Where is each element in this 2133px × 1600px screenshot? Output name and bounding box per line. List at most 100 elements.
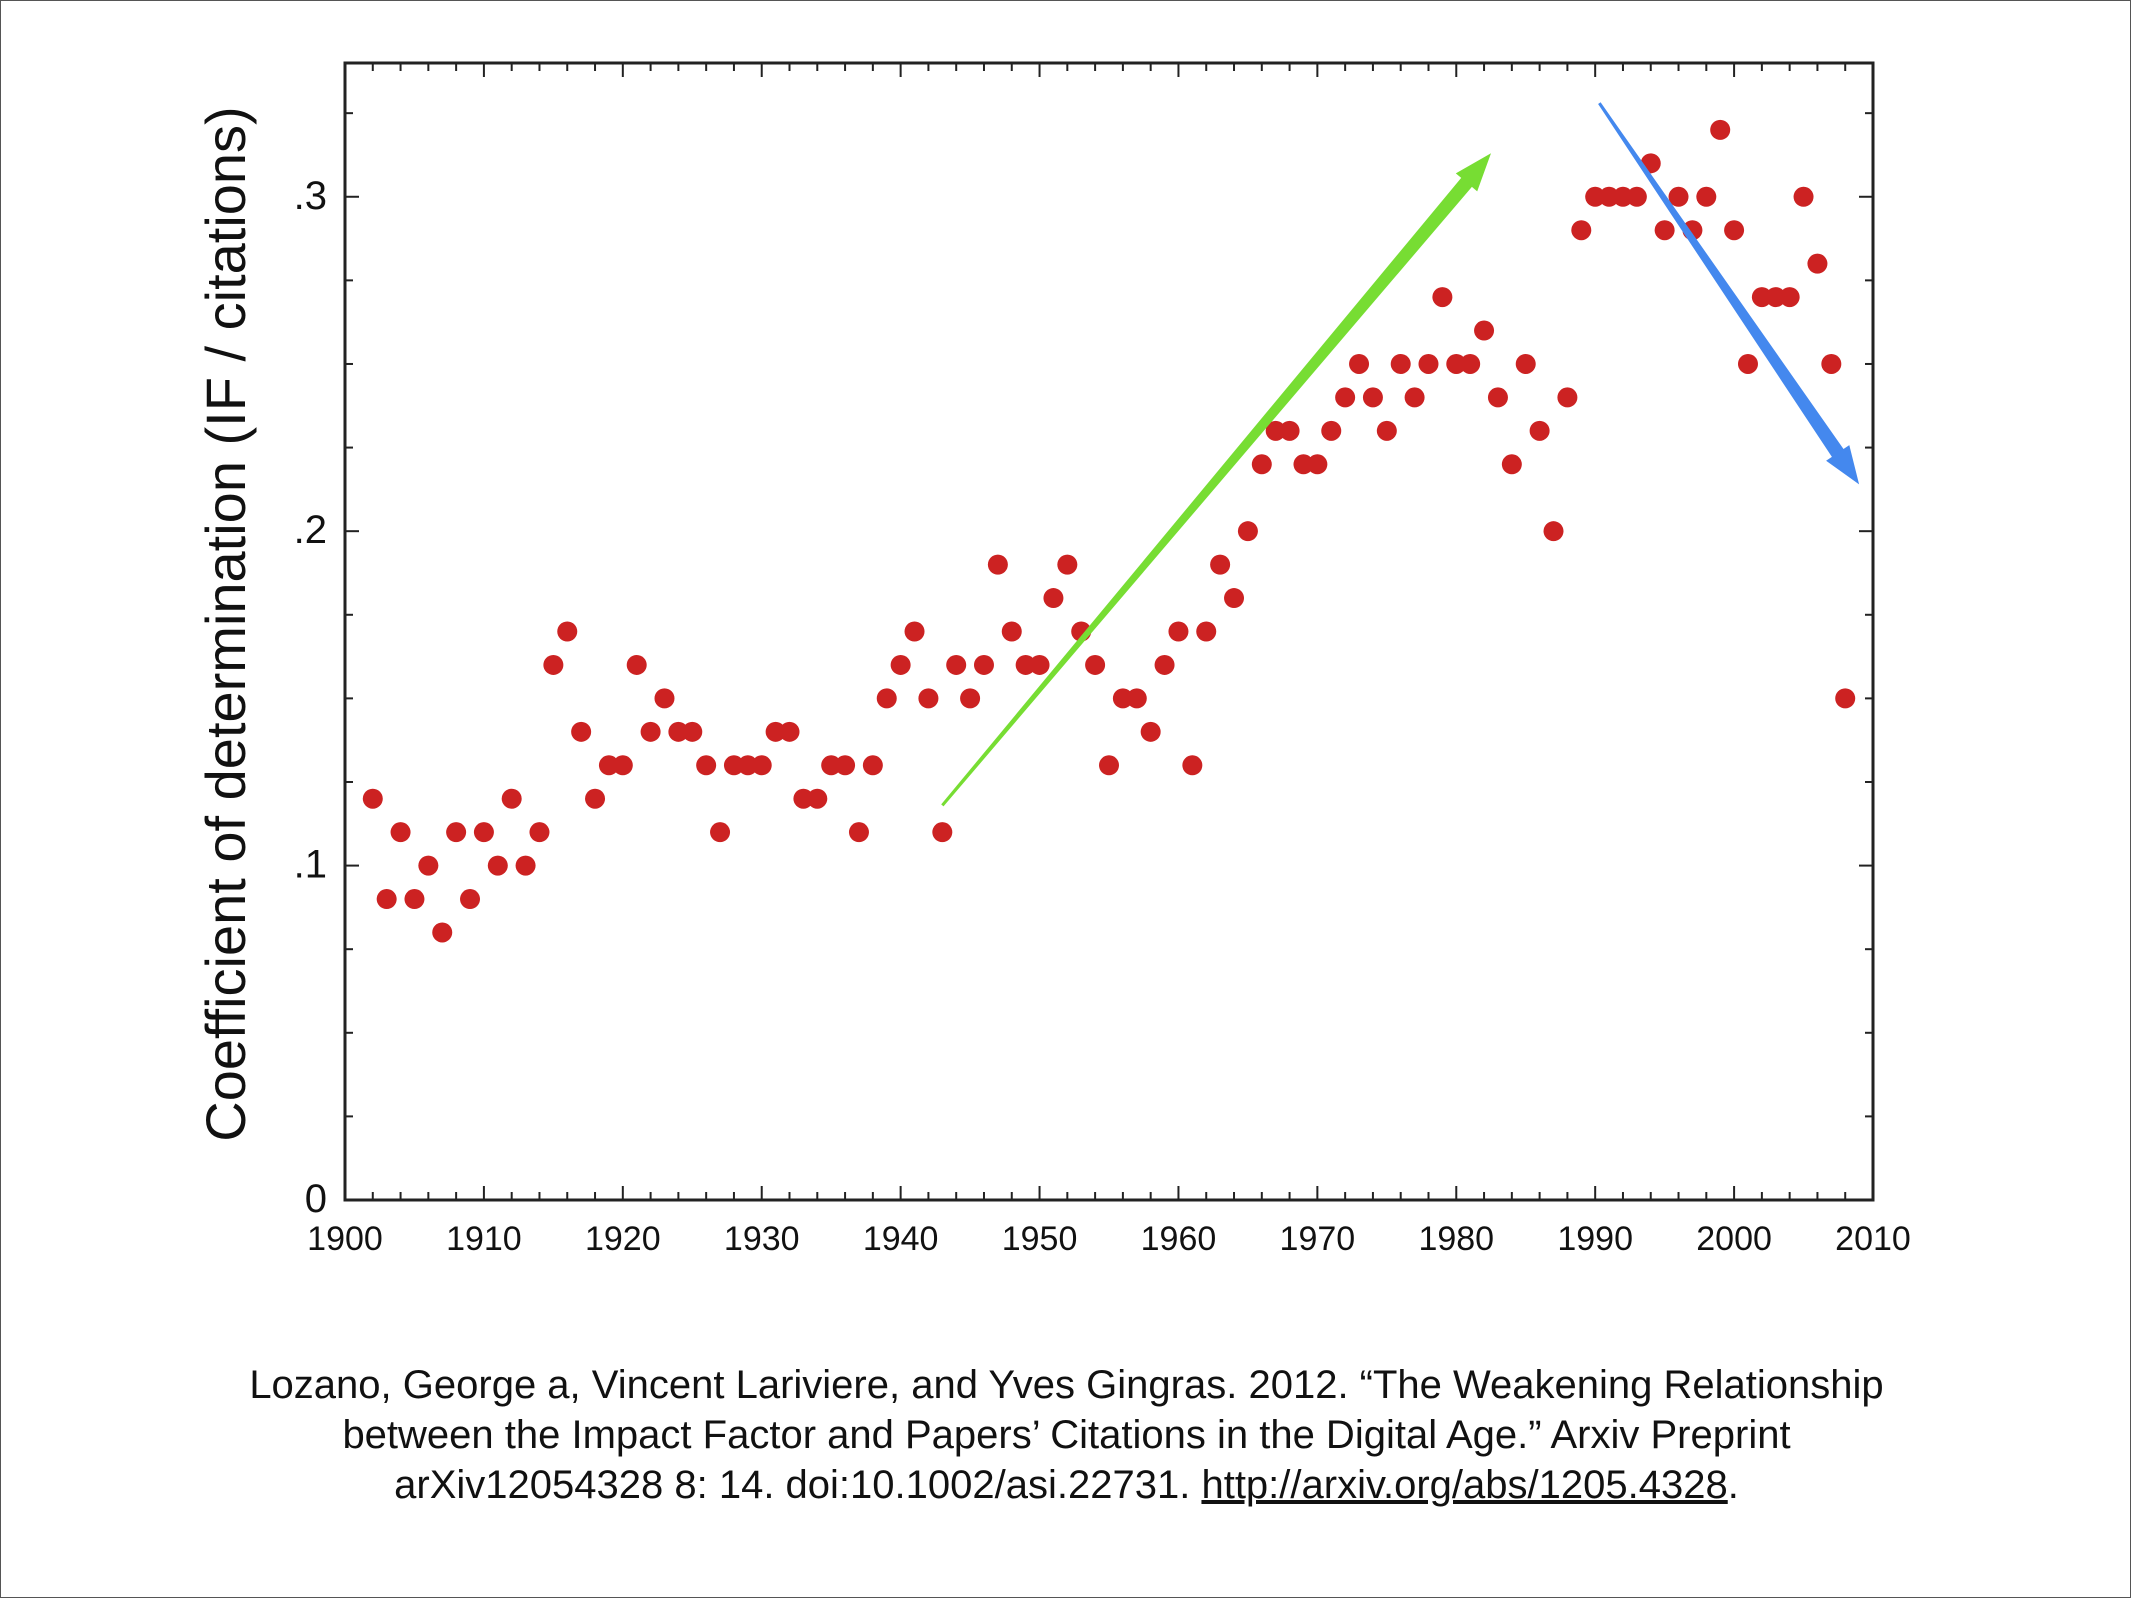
data-point [376, 889, 397, 910]
data-point [1571, 220, 1592, 241]
data-point [1043, 588, 1064, 609]
y-tick-label: .2 [294, 508, 327, 552]
data-point [835, 755, 856, 776]
data-point [848, 822, 869, 843]
data-point [1029, 654, 1050, 675]
data-point [1737, 353, 1758, 374]
data-point [862, 755, 883, 776]
y-tick-label: .1 [294, 843, 327, 887]
data-point [1460, 353, 1481, 374]
x-tick-label: 1930 [724, 1220, 800, 1258]
data-point [598, 755, 619, 776]
data-point [1793, 186, 1814, 207]
data-point [1265, 420, 1286, 441]
data-point [640, 721, 661, 742]
data-point [460, 889, 481, 910]
x-tick-label: 2010 [1835, 1220, 1911, 1258]
data-point [1321, 420, 1342, 441]
x-tick-label: 1910 [446, 1220, 522, 1258]
data-point [821, 755, 842, 776]
y-tick-label: .3 [294, 174, 327, 218]
data-point [904, 621, 925, 642]
data-point [1015, 654, 1036, 675]
data-point [1251, 454, 1272, 475]
data-point [487, 855, 508, 876]
data-point [1376, 420, 1397, 441]
x-tick-label: 1900 [307, 1220, 383, 1258]
y-tick-label: 0 [305, 1177, 327, 1221]
x-tick-label: 2000 [1696, 1220, 1772, 1258]
data-point [751, 755, 772, 776]
data-point [626, 654, 647, 675]
data-point [1237, 521, 1258, 542]
citation-line-3: arXiv12054328 8: 14. doi:10.1002/asi.227… [120, 1460, 2013, 1510]
data-point [432, 922, 453, 943]
data-point [446, 822, 467, 843]
x-tick-label: 1950 [1002, 1220, 1078, 1258]
data-point [710, 822, 731, 843]
data-point [1057, 554, 1078, 575]
data-point [1724, 220, 1745, 241]
data-point [1696, 186, 1717, 207]
data-point [1668, 186, 1689, 207]
data-point [1154, 654, 1175, 675]
data-point [1529, 420, 1550, 441]
data-point [723, 755, 744, 776]
data-point [918, 688, 939, 709]
plot-frame [343, 61, 1875, 1202]
data-point [1654, 220, 1675, 241]
x-tick-label: 1990 [1557, 1220, 1633, 1258]
data-point [765, 721, 786, 742]
data-point [946, 654, 967, 675]
data-point [1626, 186, 1647, 207]
data-point [1126, 688, 1147, 709]
citation-line-3-text: arXiv12054328 8: 14. doi:10.1002/asi.227… [394, 1463, 1202, 1507]
data-point [973, 654, 994, 675]
data-point [557, 621, 578, 642]
scatter-chart: 0 .1 .2 .3 1900 1910 1920 1930 1940 1950 1960 1970 1… [194, 61, 1911, 1258]
citation-line-2: between the Impact Factor and Papers’ Ci… [342, 1413, 1791, 1457]
data-point [793, 788, 814, 809]
x-tick-label: 1960 [1141, 1220, 1217, 1258]
data-point [1182, 755, 1203, 776]
data-point [1515, 353, 1536, 374]
data-point [1835, 688, 1856, 709]
falling-trend-arrow [1598, 102, 1860, 485]
citation-line-1: Lozano, George a, Vincent Lariviere, and… [249, 1363, 1884, 1407]
data-points [362, 119, 1856, 943]
data-point [515, 855, 536, 876]
data-point [1307, 454, 1328, 475]
data-point [1112, 688, 1133, 709]
data-point [1390, 353, 1411, 374]
data-point [682, 721, 703, 742]
data-point [1807, 253, 1828, 274]
data-point [362, 788, 383, 809]
data-point [1293, 454, 1314, 475]
x-tick-label: 1940 [863, 1220, 939, 1258]
data-point [1599, 186, 1620, 207]
data-point [1501, 454, 1522, 475]
data-point [1001, 621, 1022, 642]
data-point [807, 788, 828, 809]
data-point [876, 688, 897, 709]
data-point [390, 822, 411, 843]
data-point [404, 889, 425, 910]
data-point [1779, 287, 1800, 308]
data-point [1085, 654, 1106, 675]
y-axis-label: Coefficient of determination (IF / citat… [194, 106, 257, 1141]
data-point [1418, 353, 1439, 374]
data-point [1487, 387, 1508, 408]
data-point [668, 721, 689, 742]
data-point [1710, 119, 1731, 140]
data-point [1349, 353, 1370, 374]
data-point [1168, 621, 1189, 642]
data-point [571, 721, 592, 742]
data-point [529, 822, 550, 843]
data-point [932, 822, 953, 843]
data-point [1557, 387, 1578, 408]
data-point [501, 788, 522, 809]
data-point [473, 822, 494, 843]
citation-link[interactable]: http://arxiv.org/abs/1205.4328 [1201, 1463, 1728, 1507]
data-point [1585, 186, 1606, 207]
data-point [1210, 554, 1231, 575]
